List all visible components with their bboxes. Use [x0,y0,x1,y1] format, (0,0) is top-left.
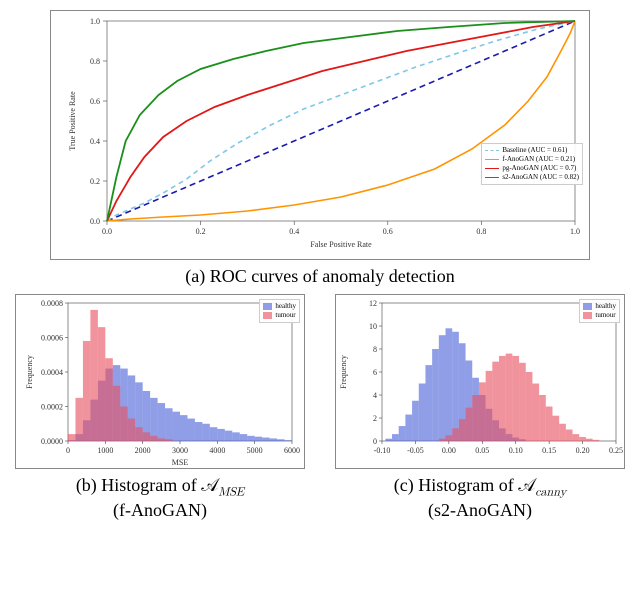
svg-text:0.8: 0.8 [90,57,100,66]
hist-legend: healthytumour [259,299,300,323]
legend-label: tumour [595,311,615,320]
caption-c-line1: (c) Histogram of 𝒜 [394,475,536,495]
svg-text:2000: 2000 [135,446,151,455]
svg-text:0.4: 0.4 [90,137,100,146]
legend-label: pg-AnoGAN (AUC = 0.7) [502,164,576,173]
caption-c: (c) Histogram of 𝒜canny (s2-AnoGAN) [394,475,567,522]
legend-patch [263,312,272,319]
caption-b: (b) Histogram of 𝒜MSE (f-AnoGAN) [76,475,244,522]
legend-row: Baseline (AUC = 0.61) [485,146,579,155]
svg-text:0: 0 [373,437,377,446]
legend-label: s2-AnoGAN (AUC = 0.82) [502,173,579,182]
legend-patch [583,312,592,319]
svg-text:12: 12 [369,299,377,308]
legend-row: pg-AnoGAN (AUC = 0.7) [485,164,579,173]
hist-legend: healthytumour [579,299,620,323]
legend-label: healthy [275,302,296,311]
figure-grid: 0.0 0.2 0.4 0.6 0.8 1.0 0.0 0.2 0.4 0.6 0.8 1.0 Fals… [0,0,640,521]
svg-text:0.2: 0.2 [196,227,206,236]
legend-row: s2-AnoGAN (AUC = 0.82) [485,173,579,182]
legend-label: f-AnoGAN (AUC = 0.21) [502,155,575,164]
svg-text:2: 2 [373,414,377,423]
svg-text:Frequency: Frequency [25,355,34,389]
svg-text:10: 10 [369,322,377,331]
svg-text:0.6: 0.6 [90,97,100,106]
svg-text:MSE: MSE [172,458,189,467]
caption-c-sub: canny [535,486,566,498]
svg-text:0.0: 0.0 [102,227,112,236]
svg-text:1.0: 1.0 [90,17,100,26]
caption-b-line2: (f-AnoGAN) [113,500,207,520]
svg-text:-0.05: -0.05 [407,446,424,455]
legend-label: Baseline (AUC = 0.61) [502,146,567,155]
roc-legend: Baseline (AUC = 0.61)f-AnoGAN (AUC = 0.2… [481,143,583,185]
caption-c-line2: (s2-AnoGAN) [428,500,532,520]
svg-text:-0.10: -0.10 [374,446,391,455]
caption-b-sub: MSE [218,486,244,498]
svg-text:0.10: 0.10 [509,446,523,455]
svg-text:6: 6 [373,368,377,377]
panel-b: 0 1000 2000 3000 4000 5000 6000 0.0000 0.0002 0.0… [0,288,320,522]
panel-a: 0.0 0.2 0.4 0.6 0.8 1.0 0.0 0.2 0.4 0.6 0.8 1.0 Fals… [0,0,640,288]
svg-text:0.05: 0.05 [475,446,489,455]
svg-text:1000: 1000 [97,446,113,455]
svg-text:5000: 5000 [247,446,263,455]
svg-text:0.00: 0.00 [442,446,456,455]
svg-text:0.0006: 0.0006 [41,333,63,342]
legend-swatch [485,159,499,160]
legend-swatch [485,150,499,151]
svg-text:0: 0 [66,446,70,455]
roc-chart: 0.0 0.2 0.4 0.6 0.8 1.0 0.0 0.2 0.4 0.6 0.8 1.0 Fals… [50,10,590,260]
caption-a: (a) ROC curves of anomaly detection [185,266,454,288]
legend-patch [263,303,272,310]
caption-b-line1: (b) Histogram of 𝒜 [76,475,219,495]
svg-text:0.4: 0.4 [289,227,299,236]
svg-text:0.20: 0.20 [576,446,590,455]
svg-text:0.6: 0.6 [383,227,393,236]
svg-text:3000: 3000 [172,446,188,455]
svg-text:0.2: 0.2 [90,177,100,186]
bottom-row: 01000200030004000500060000.00000.00020.0… [0,288,640,522]
svg-text:0.0000: 0.0000 [41,437,63,446]
legend-row: tumour [263,311,296,320]
svg-text:False Positive Rate: False Positive Rate [310,240,372,249]
legend-swatch [485,168,499,169]
svg-text:0.0002: 0.0002 [41,402,63,411]
legend-swatch [485,177,499,178]
legend-label: tumour [275,311,295,320]
legend-patch [583,303,592,310]
legend-row: f-AnoGAN (AUC = 0.21) [485,155,579,164]
svg-text:4: 4 [373,391,377,400]
svg-text:0.0008: 0.0008 [41,299,63,308]
svg-text:1.0: 1.0 [570,227,580,236]
legend-row: tumour [583,311,616,320]
svg-text:6000: 6000 [284,446,300,455]
legend-row: healthy [263,302,296,311]
svg-text:0.15: 0.15 [542,446,556,455]
svg-text:0.25: 0.25 [609,446,623,455]
histogram-canny: -0.10 -0.05 0.00 0.05 0.10 0.15 0.20 0.25 0 2 4 6 8 1… [335,294,625,469]
svg-text:8: 8 [373,345,377,354]
panel-c: -0.10 -0.05 0.00 0.05 0.10 0.15 0.20 0.25 0 2 4 6 8 1… [320,288,640,522]
legend-row: healthy [583,302,616,311]
svg-text:0.8: 0.8 [476,227,486,236]
svg-text:Frequency: Frequency [339,355,348,389]
svg-text:4000: 4000 [209,446,225,455]
histogram-mse: 0 1000 2000 3000 4000 5000 6000 0.0000 0.0002 0.0… [15,294,305,469]
svg-text:0.0: 0.0 [90,217,100,226]
svg-text:0.0004: 0.0004 [41,368,63,377]
svg-text:True Positive Rate: True Positive Rate [68,91,77,151]
legend-label: healthy [595,302,616,311]
